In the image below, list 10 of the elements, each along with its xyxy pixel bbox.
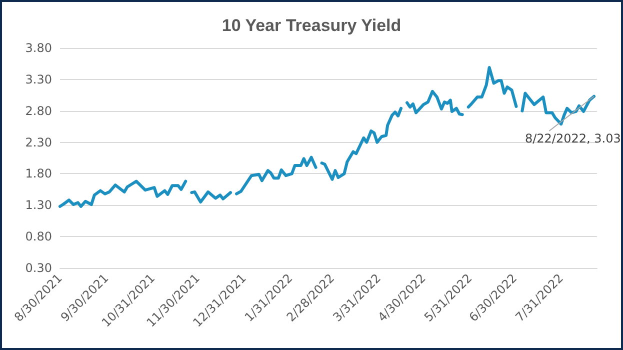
annotation: 8/22/2022, 3.03 [524,131,621,146]
y-tick-label: 1.30 [25,198,52,212]
y-tick-label: 3.80 [25,41,52,55]
y-tick-label: 3.30 [25,72,52,86]
y-tick-label: 0.80 [25,230,52,244]
chart-title: 10 Year Treasury Yield [222,16,402,35]
y-tick-label: 2.80 [25,104,52,118]
y-tick-label: 0.30 [25,261,52,275]
y-tick-label: 1.80 [25,166,52,181]
y-tick-label: 2.30 [25,135,52,150]
